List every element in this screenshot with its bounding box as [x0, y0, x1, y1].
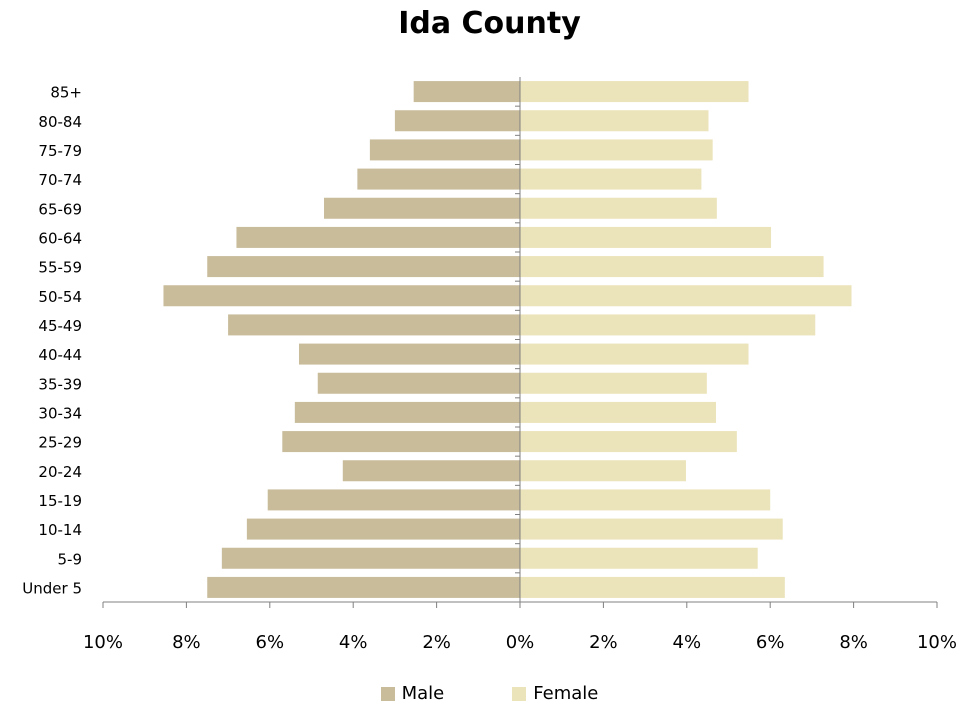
bar-female-10-14 — [520, 518, 783, 540]
female-bars — [520, 81, 852, 598]
bar-female-70-74 — [520, 168, 702, 190]
bar-female-15-19 — [520, 489, 771, 511]
bar-male-80-84 — [394, 110, 520, 132]
legend-swatch-female — [512, 686, 527, 701]
bar-female-60-64 — [520, 226, 772, 248]
bar-female-25-29 — [520, 431, 737, 453]
bar-female-under-5 — [520, 576, 785, 598]
y-tick-label: 5-9 — [58, 550, 83, 568]
bar-female-75-79 — [520, 139, 713, 161]
bar-female-55-59 — [520, 256, 824, 278]
x-tick-label: 4% — [339, 632, 368, 653]
x-tick-label: 8% — [172, 632, 201, 653]
x-tick-label: 4% — [673, 632, 702, 653]
legend-item-female: Female — [512, 683, 598, 704]
y-tick-label: 20-24 — [38, 463, 82, 481]
bar-male-35-39 — [317, 372, 520, 394]
y-tick-label: Under 5 — [22, 579, 82, 597]
bar-male-65-69 — [324, 197, 520, 219]
bar-male-40-44 — [298, 343, 520, 365]
legend-item-male: Male — [380, 683, 445, 704]
y-tick-label: 35-39 — [38, 375, 82, 393]
x-tick-label: 6% — [256, 632, 285, 653]
bar-female-85plus — [520, 81, 749, 103]
y-tick-label: 80-84 — [38, 113, 82, 131]
y-axis-labels: Under 5 5-9 10-14 15-19 20-24 25-29 30-34 35-39… — [22, 84, 82, 598]
x-tick-label: 10% — [83, 632, 123, 653]
bar-female-35-39 — [520, 372, 707, 394]
legend-label-male: Male — [401, 683, 445, 704]
x-tick-label: 2% — [422, 632, 451, 653]
bar-female-50-54 — [520, 285, 852, 307]
legend: Male Female — [0, 683, 979, 704]
x-tick-label: 2% — [589, 632, 618, 653]
y-tick-label: 55-59 — [38, 259, 82, 277]
x-tick-label: 6% — [756, 632, 785, 653]
bar-male-55-59 — [207, 256, 520, 278]
bar-male-45-49 — [228, 314, 520, 336]
y-tick-label: 40-44 — [38, 346, 82, 364]
bar-male-20-24 — [342, 460, 520, 482]
y-tick-label: 30-34 — [38, 404, 82, 422]
x-axis-labels: 10% 8% 6% 4% 2% 0% 2% 4% 6% 8% 10% — [83, 632, 957, 653]
y-tick-label: 70-74 — [38, 171, 82, 189]
y-tick-label: 15-19 — [38, 492, 82, 510]
y-tick-label: 50-54 — [38, 288, 82, 306]
bar-female-30-34 — [520, 401, 716, 423]
y-tick-label: 75-79 — [38, 142, 82, 160]
legend-label-female: Female — [533, 683, 599, 704]
y-tick-label: 60-64 — [38, 229, 82, 247]
bar-male-under-5 — [207, 576, 520, 598]
x-tick-label: 10% — [917, 632, 957, 653]
x-tick-label: 8% — [839, 632, 868, 653]
bar-female-5-9 — [520, 547, 758, 569]
bar-female-45-49 — [520, 314, 816, 336]
bar-female-65-69 — [520, 197, 717, 219]
axes — [102, 77, 938, 608]
legend-swatch-male — [380, 686, 395, 701]
bar-male-75-79 — [369, 139, 520, 161]
bar-male-15-19 — [267, 489, 520, 511]
male-bars — [163, 81, 521, 598]
bar-male-30-34 — [294, 401, 520, 423]
y-tick-label: 65-69 — [38, 200, 82, 218]
bar-male-60-64 — [236, 226, 520, 248]
y-tick-label: 85+ — [50, 84, 82, 102]
bar-female-20-24 — [520, 460, 686, 482]
chart-title: Ida County — [398, 6, 581, 41]
y-tick-label: 10-14 — [38, 521, 82, 539]
y-tick-label: 25-29 — [38, 434, 82, 452]
x-tick-label: 0% — [506, 632, 535, 653]
bar-male-50-54 — [163, 285, 520, 307]
bar-male-85plus — [413, 81, 520, 103]
y-tick-label: 45-49 — [38, 317, 82, 335]
bar-female-80-84 — [520, 110, 709, 132]
bar-male-5-9 — [221, 547, 520, 569]
bar-male-10-14 — [246, 518, 521, 540]
bar-male-70-74 — [357, 168, 520, 190]
bar-male-25-29 — [282, 431, 520, 453]
bar-female-40-44 — [520, 343, 749, 365]
